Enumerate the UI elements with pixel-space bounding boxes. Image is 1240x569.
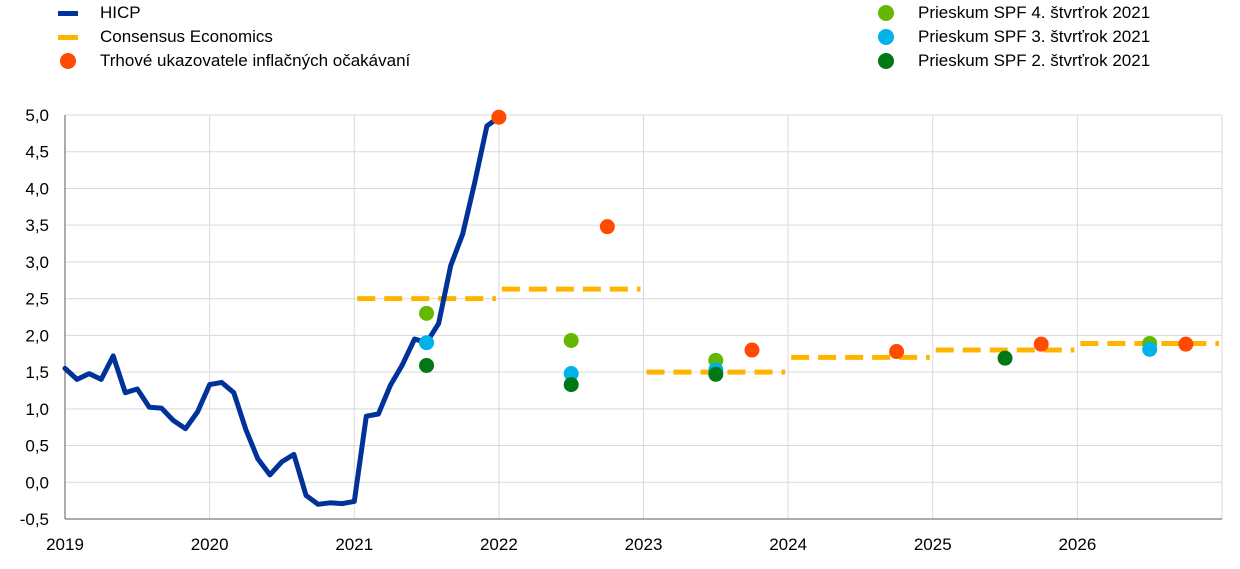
market-point: [599, 219, 615, 235]
legend-swatch-spf-q2: [876, 49, 902, 73]
legend-label-spf-q4: Prieskum SPF 4. štvrťrok 2021: [918, 3, 1151, 22]
y-tick-label: 4,0: [25, 179, 49, 198]
y-tick-label: 1,5: [25, 363, 49, 382]
y-tick-label: 3,5: [25, 216, 49, 235]
spf-q3-point: [1142, 341, 1158, 357]
legend-label-spf-q2: Prieskum SPF 2. štvrťrok 2021: [918, 51, 1151, 70]
spf-q3-swatch-dot: [878, 29, 894, 45]
legend-item-spf-q2: Prieskum SPF 2. štvrťrok 2021: [876, 49, 1150, 73]
y-tick-label: -0,5: [20, 510, 49, 529]
legend-swatch-consensus: [58, 25, 84, 49]
y-tick-label: 1,0: [25, 400, 49, 419]
market-point: [744, 342, 760, 358]
grid: [64, 114, 1223, 520]
y-tick-label: 4,5: [25, 143, 49, 162]
hicp-line: [62, 114, 502, 507]
legend-label-hicp: HICP: [100, 3, 141, 22]
market-point: [1033, 336, 1049, 352]
x-tick-label: 2023: [625, 535, 663, 554]
y-tick-label: 2,5: [25, 290, 49, 309]
spf-q2-point: [563, 377, 579, 393]
legend-left: HICP Consensus Economics Trhové ukazovat…: [58, 1, 410, 73]
spf-q4-point: [419, 305, 435, 321]
legend-item-market: Trhové ukazovatele inflačných očakávaní: [58, 49, 410, 73]
x-tick-label: 2025: [914, 535, 952, 554]
x-tick-label: 2026: [1058, 535, 1096, 554]
legend-swatch-hicp: [58, 1, 84, 25]
consensus-swatch-line: [58, 35, 78, 40]
spf-q3-point: [563, 366, 579, 382]
market-point: [1178, 336, 1194, 352]
spf-q2-point: [419, 357, 435, 373]
legend-item-consensus: Consensus Economics: [58, 25, 410, 49]
tick-labels: -0,5 0,0 0,5 1,0 1,5 2,0 2,5 3,0 3,5 4,0 4,5 5,0 201…: [20, 106, 1097, 554]
x-tick-label: 2019: [46, 535, 84, 554]
legend-swatch-market: [58, 49, 84, 73]
spf-q2-swatch-dot: [878, 53, 894, 69]
x-tick-label: 2020: [191, 535, 229, 554]
y-tick-label: 5,0: [25, 106, 49, 125]
x-tick-label: 2022: [480, 535, 518, 554]
legend-swatch-spf-q4: [876, 1, 902, 25]
legend-label-market: Trhové ukazovatele inflačných očakávaní: [100, 51, 411, 70]
spf-q4-swatch-dot: [878, 5, 894, 21]
x-tick-label: 2021: [335, 535, 373, 554]
legend-item-spf-q4: Prieskum SPF 4. štvrťrok 2021: [876, 1, 1150, 25]
axes: [64, 115, 1222, 520]
x-tick-label: 2024: [769, 535, 807, 554]
spf-q4-point: [563, 333, 579, 349]
market-point: [491, 109, 507, 125]
market-swatch-dot: [60, 53, 76, 69]
y-tick-label: 0,0: [25, 473, 49, 492]
y-tick-label: 2,0: [25, 326, 49, 345]
legend-right: Prieskum SPF 4. štvrťrok 2021 Prieskum S…: [876, 1, 1150, 73]
legend-item-hicp: HICP: [58, 1, 410, 25]
spf-q3-point: [419, 335, 435, 351]
market-point: [889, 344, 905, 360]
series: [62, 109, 1219, 507]
legend-label-consensus: Consensus Economics: [100, 27, 273, 46]
y-tick-label: 3,0: [25, 253, 49, 272]
spf-q2-point: [997, 350, 1013, 366]
hicp-swatch-line: [58, 11, 78, 16]
spf-q2-point: [708, 366, 724, 382]
legend-label-spf-q3: Prieskum SPF 3. štvrťrok 2021: [918, 27, 1151, 46]
legend-item-spf-q3: Prieskum SPF 3. štvrťrok 2021: [876, 25, 1150, 49]
legend-swatch-spf-q3: [876, 25, 902, 49]
y-tick-label: 0,5: [25, 437, 49, 456]
